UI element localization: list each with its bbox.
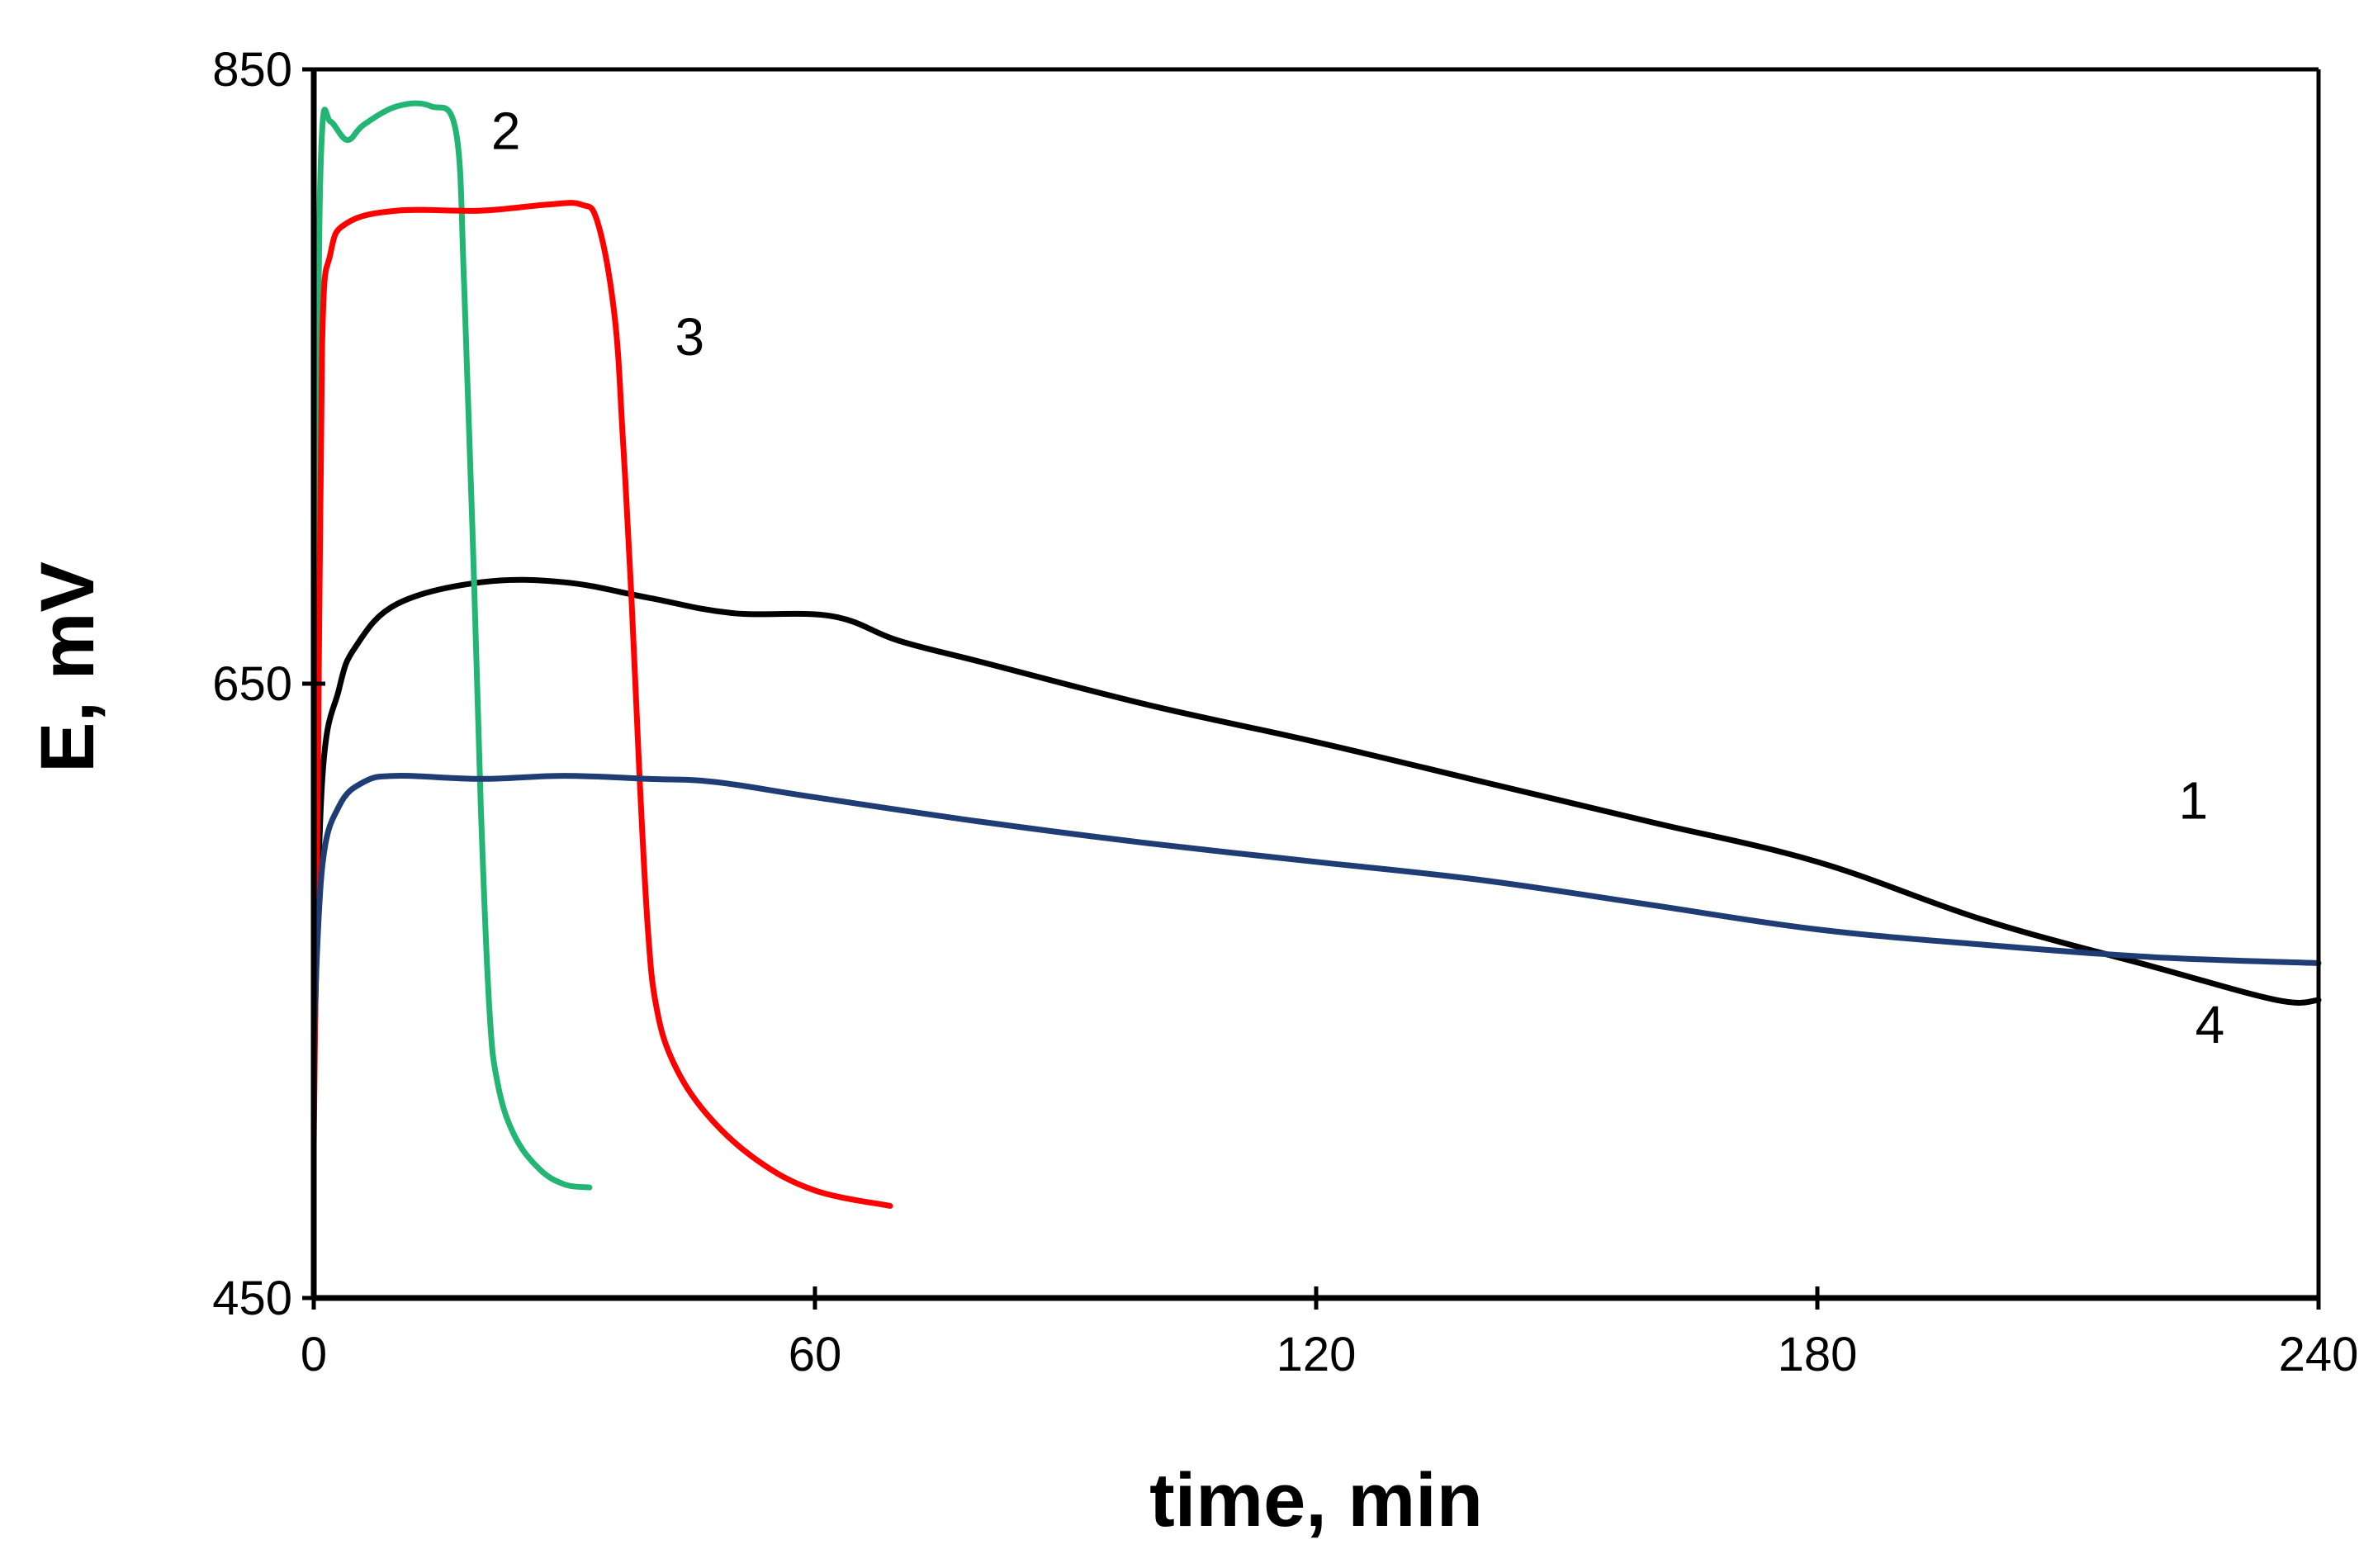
y-tick-label: 450: [212, 1272, 292, 1325]
y-tick-label: 650: [212, 657, 292, 711]
curve-label-2: 2: [491, 102, 521, 161]
y-axis-title: E, mV: [26, 561, 110, 773]
curve-label-4: 4: [2196, 995, 2225, 1054]
x-tick-label: 60: [789, 1328, 842, 1381]
x-tick-label: 0: [301, 1328, 327, 1381]
x-tick-label: 120: [1277, 1328, 1357, 1381]
y-tick-label: 850: [212, 43, 292, 97]
series-line-1: [310, 576, 2322, 1087]
labels: 0 60 120 180 240 450 650 850 time, min E, mV 1 2 3 4: [26, 43, 2358, 1542]
x-tick-label: 180: [1778, 1328, 1858, 1381]
series-line-3: [310, 200, 893, 1209]
plot-area: [310, 100, 2322, 1209]
curve-label-1: 1: [2178, 771, 2208, 831]
axes: [302, 67, 2321, 1310]
series-line-2: [310, 100, 593, 1191]
series-line-4: [310, 773, 2322, 1040]
x-tick-label: 240: [2279, 1328, 2359, 1381]
curve-label-3: 3: [675, 307, 704, 367]
x-axis-title: time, min: [1149, 1458, 1483, 1542]
